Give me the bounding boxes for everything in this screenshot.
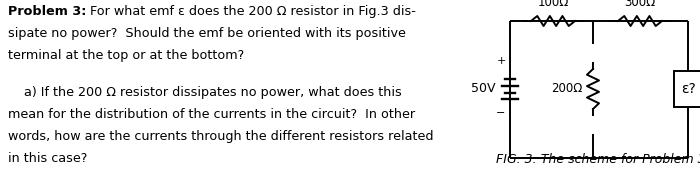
Text: a) If the 200 Ω resistor dissipates no power, what does this: a) If the 200 Ω resistor dissipates no p… [8, 86, 402, 99]
Text: For what emf ε does the 200 Ω resistor in Fig.3 dis-: For what emf ε does the 200 Ω resistor i… [86, 5, 416, 18]
Text: −: − [496, 108, 505, 118]
Text: words, how are the currents through the different resistors related: words, how are the currents through the … [8, 130, 433, 143]
Text: in this case?: in this case? [8, 152, 88, 165]
Text: 50V: 50V [472, 83, 496, 96]
Text: terminal at the top or at the bottom?: terminal at the top or at the bottom? [8, 49, 244, 62]
Text: mean for the distribution of the currents in the circuit?  In other: mean for the distribution of the current… [8, 108, 415, 121]
Text: 100Ω: 100Ω [538, 0, 568, 9]
Text: Problem 3:: Problem 3: [8, 5, 86, 18]
Text: ε?: ε? [680, 82, 695, 96]
Text: FIG. 3: The scheme for Problem 3: FIG. 3: The scheme for Problem 3 [496, 153, 700, 166]
Bar [674, 71, 700, 107]
Text: 200Ω: 200Ω [552, 83, 583, 96]
Text: sipate no power?  Should the emf be oriented with its positive: sipate no power? Should the emf be orien… [8, 27, 406, 40]
Text: 300Ω: 300Ω [624, 0, 656, 9]
Text: +: + [496, 56, 505, 66]
